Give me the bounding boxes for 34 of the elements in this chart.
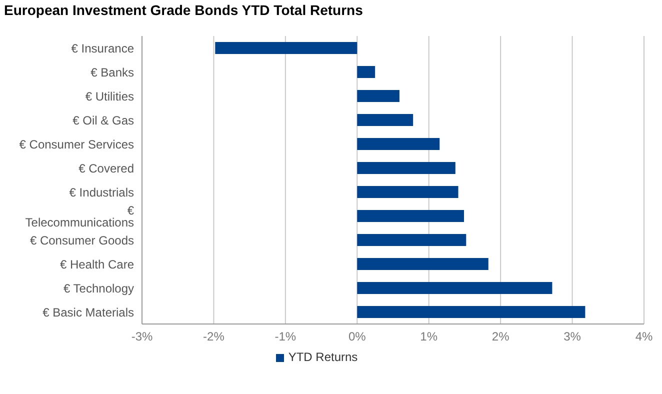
x-tick-label: -2% [203, 330, 225, 344]
x-tick-label: -3% [131, 330, 153, 344]
y-tick-label: € Covered [78, 161, 134, 176]
x-tick-label: 1% [420, 330, 438, 344]
bar [357, 186, 458, 198]
y-tick-label: € Utilities [85, 89, 134, 104]
x-tick-label: -1% [274, 330, 296, 344]
legend-label: YTD Returns [288, 350, 358, 364]
bar [357, 162, 456, 174]
bar [357, 138, 440, 150]
y-tick-label: € Consumer Goods [30, 233, 134, 248]
bar [357, 282, 552, 294]
y-tick-label: € Industrials [69, 185, 134, 200]
bar [357, 66, 376, 78]
x-tick-label: 3% [564, 330, 582, 344]
y-tick-label: € Technology [64, 281, 134, 296]
y-tick-label: € Consumer Services [19, 137, 134, 152]
y-tick-label: € Basic Materials [42, 305, 134, 320]
x-tick-label: 0% [348, 330, 366, 344]
y-tick-label: € Insurance [71, 41, 134, 56]
x-tick-label: 4% [635, 330, 653, 344]
y-tick-label: € Banks [90, 65, 134, 80]
y-tick-label: € Telecommunications [25, 203, 134, 230]
bar [357, 114, 414, 126]
bar [357, 234, 466, 246]
bar [357, 210, 464, 222]
chart-title: European Investment Grade Bonds YTD Total Returns [4, 2, 363, 18]
y-tick-label: € Oil & Gas [72, 113, 134, 128]
x-tick-label: 2% [492, 330, 510, 344]
bar [215, 42, 358, 54]
bar [357, 90, 400, 102]
bar [357, 258, 488, 270]
y-tick-label: € Health Care [60, 257, 134, 272]
bar [357, 306, 586, 318]
